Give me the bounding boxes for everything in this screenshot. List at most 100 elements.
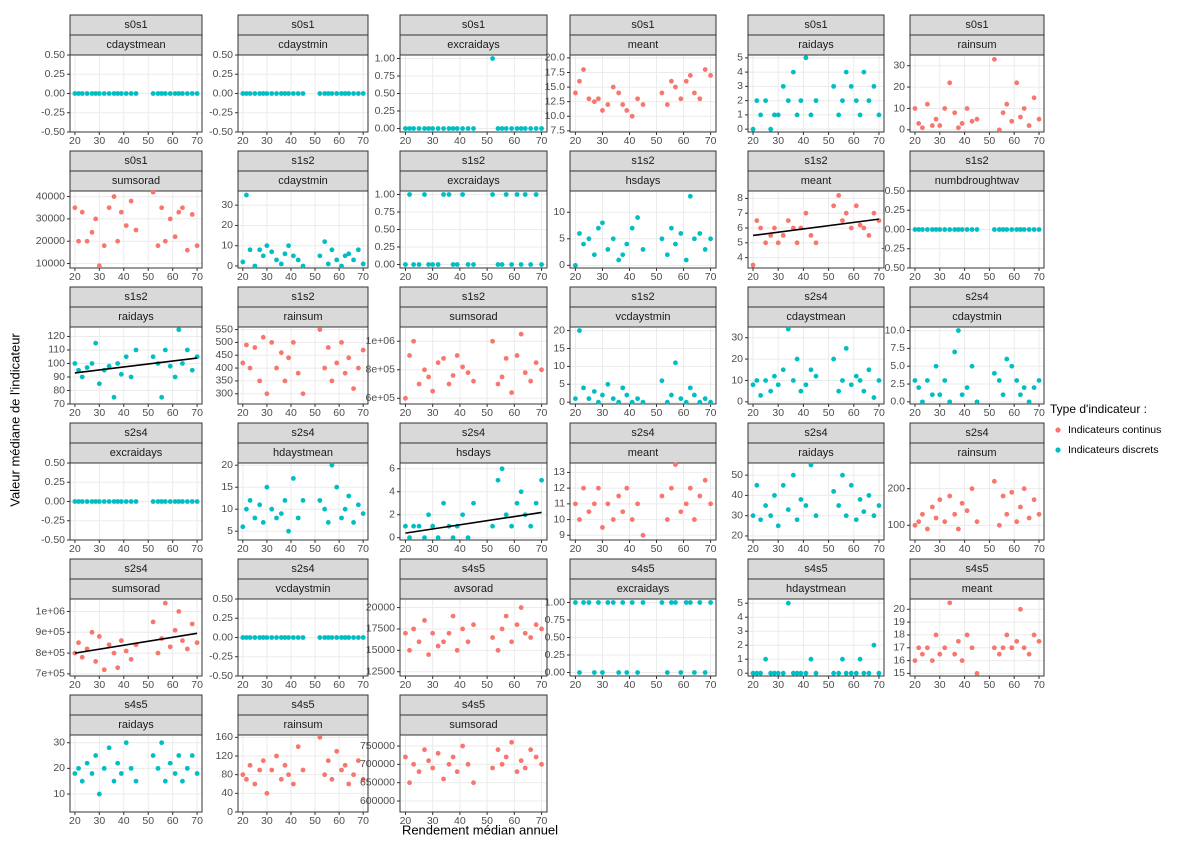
x-tick-label: 40 [454,407,466,419]
point [300,635,306,640]
y-tick-label: 0.00 [45,87,66,99]
point [460,626,466,632]
x-tick-label: 60 [508,271,520,283]
strip-label: s1s2 [291,155,314,167]
point [93,753,99,758]
point [93,659,99,664]
point [871,513,877,519]
x-tick-label: 70 [705,679,717,691]
point [514,500,520,506]
point [430,126,436,131]
strip-label: hdaystmean [786,583,846,595]
x-tick-label: 70 [536,135,548,147]
x-tick-label: 50 [481,135,493,147]
point [1026,399,1032,405]
point [499,374,505,380]
point [260,520,266,525]
y-tick-label: 5.0 [890,360,905,372]
y-tick-label: 9e+05 [36,626,66,638]
point [339,515,344,521]
point [697,399,703,405]
y-tick-label: 50 [731,469,743,481]
point [189,212,195,217]
point [471,622,476,628]
x-tick-label: 30 [934,543,946,555]
point [600,108,605,113]
point [503,355,509,361]
point [269,635,275,640]
point [912,227,918,232]
x-tick-label: 30 [93,815,105,827]
point [974,116,980,122]
point [768,388,774,394]
x-tick-label: 60 [333,679,345,691]
point [955,526,961,532]
x-tick-label: 30 [261,543,273,555]
point [79,654,85,660]
point [111,194,117,199]
point [290,253,296,259]
y-tick-label: 17500 [366,623,395,635]
strip-label: sumsorad [112,175,160,187]
point [1000,493,1006,499]
y-tick-label: 15 [553,342,565,354]
point [840,472,845,478]
y-tick-label: 0.25 [545,649,566,661]
point [162,347,168,353]
point [339,91,344,96]
point [111,778,117,784]
y-tick-label: -0.25 [881,243,905,255]
y-tick-label: -0.25 [41,515,65,527]
y-tick-label: 8 [737,192,743,204]
point [947,227,953,232]
point [514,126,520,131]
point [286,528,291,534]
point [659,236,665,242]
x-tick-label: 70 [357,135,369,147]
y-tick-label: 0.50 [45,49,66,61]
strip-label: s2s4 [124,427,147,439]
point [278,776,284,782]
point [673,241,678,247]
y-tick-label: 16 [893,654,905,666]
point [959,392,965,398]
y-tick-label: 0.75 [375,70,396,82]
point [708,600,713,605]
y-tick-label: 120 [47,330,65,342]
strip [747,34,885,56]
point [194,771,200,776]
point [952,511,958,517]
point [184,765,190,771]
point [591,252,597,258]
point [581,600,586,605]
point [768,513,774,519]
point [317,635,323,640]
point [503,754,509,760]
y-tick-label: 3 [737,80,743,92]
panel-background [70,599,202,676]
point [964,385,970,391]
point [664,399,670,405]
point [499,761,505,767]
point [133,499,139,504]
y-tick-label: 11 [554,498,565,510]
x-tick-label: 50 [984,543,996,555]
point [282,251,288,257]
x-tick-label: 40 [285,407,297,419]
point [269,249,275,255]
y-tick-label: 20 [731,530,743,542]
point [499,126,505,131]
strip-label: s1s2 [291,291,314,303]
point [471,378,476,384]
point [441,776,446,782]
point [450,535,456,541]
x-tick-label: 30 [597,135,609,147]
point [460,512,466,518]
point [528,262,534,267]
point [664,252,670,258]
x-tick-label: 30 [772,407,784,419]
point [514,353,520,358]
point [798,497,804,502]
strip [909,578,1045,600]
point [128,499,134,504]
